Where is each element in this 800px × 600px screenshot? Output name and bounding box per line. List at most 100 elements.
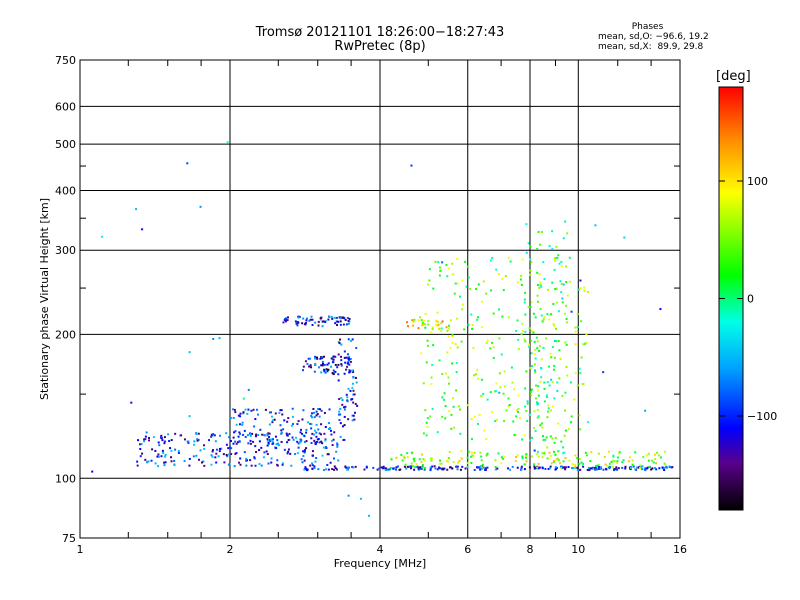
- data-point: [503, 385, 506, 388]
- data-point: [156, 455, 159, 458]
- data-point: [285, 432, 288, 435]
- data-point: [645, 454, 648, 457]
- data-point: [565, 265, 568, 268]
- data-point: [308, 365, 311, 368]
- data-point: [305, 428, 308, 431]
- data-point: [422, 432, 425, 435]
- data-point: [547, 288, 550, 291]
- data-point: [327, 368, 330, 371]
- data-point: [554, 436, 557, 439]
- data-point: [241, 421, 244, 424]
- data-point: [460, 340, 463, 343]
- data-point: [297, 420, 300, 423]
- data-point: [453, 292, 456, 295]
- data-point: [336, 324, 339, 327]
- y-axis-label: Stationary phase Virtual Height [km]: [38, 198, 51, 400]
- data-point: [347, 494, 350, 497]
- data-point: [433, 465, 436, 468]
- data-point: [274, 446, 277, 449]
- data-point: [551, 281, 554, 284]
- data-point: [415, 463, 418, 466]
- data-point: [537, 455, 540, 458]
- data-point: [365, 466, 368, 469]
- data-point: [451, 341, 454, 344]
- data-point: [569, 381, 572, 384]
- data-point: [309, 318, 312, 321]
- data-point: [564, 341, 567, 344]
- data-point: [389, 466, 392, 469]
- data-point: [585, 333, 588, 336]
- data-point: [213, 434, 216, 437]
- data-point: [282, 321, 285, 324]
- data-point: [492, 356, 495, 359]
- data-point: [419, 466, 422, 469]
- data-point: [352, 414, 355, 417]
- data-point: [523, 338, 526, 341]
- data-point: [390, 458, 393, 461]
- data-point: [435, 323, 438, 326]
- data-point: [352, 389, 355, 392]
- data-point: [288, 432, 291, 435]
- data-point: [363, 468, 366, 471]
- data-point: [264, 434, 267, 437]
- data-point: [477, 422, 480, 425]
- data-point: [440, 322, 443, 325]
- data-point: [135, 208, 138, 211]
- data-point: [494, 390, 497, 393]
- data-point: [560, 260, 563, 263]
- data-point: [437, 466, 440, 469]
- data-point: [348, 363, 351, 366]
- data-point: [523, 434, 526, 437]
- data-point: [160, 434, 163, 437]
- data-point: [650, 468, 653, 471]
- data-point: [143, 438, 146, 441]
- data-point: [430, 457, 433, 460]
- data-point: [456, 468, 459, 471]
- data-point: [271, 421, 274, 424]
- data-point: [456, 317, 459, 320]
- data-point: [555, 467, 558, 470]
- data-point: [585, 341, 588, 344]
- data-point: [411, 451, 414, 454]
- data-point: [438, 266, 441, 269]
- data-point: [500, 353, 503, 356]
- data-point: [542, 435, 545, 438]
- data-point: [513, 388, 516, 391]
- data-point: [429, 466, 432, 469]
- data-point: [353, 418, 356, 421]
- data-point: [526, 419, 529, 422]
- data-point: [245, 457, 248, 460]
- data-point: [355, 346, 358, 349]
- data-point: [551, 346, 554, 349]
- data-point: [420, 460, 423, 463]
- data-point: [215, 461, 218, 464]
- data-point: [664, 463, 667, 466]
- data-point: [521, 258, 524, 261]
- data-point: [331, 468, 334, 471]
- data-point: [160, 437, 163, 440]
- data-point: [548, 365, 551, 368]
- data-point: [668, 465, 671, 468]
- data-point: [477, 377, 480, 380]
- data-point: [354, 376, 357, 379]
- data-point: [644, 467, 647, 470]
- x-tick-label: 16: [673, 543, 687, 556]
- data-point: [564, 466, 567, 469]
- data-point: [562, 237, 565, 240]
- data-point: [533, 467, 536, 470]
- data-point: [470, 462, 473, 465]
- data-point: [323, 368, 326, 371]
- data-point: [198, 458, 201, 461]
- data-point: [567, 465, 570, 468]
- data-point: [324, 369, 327, 372]
- data-point: [406, 452, 409, 455]
- data-point: [424, 459, 427, 462]
- data-point: [233, 408, 236, 411]
- data-point: [552, 323, 555, 326]
- data-point: [586, 290, 589, 293]
- data-point: [425, 361, 428, 364]
- data-point: [338, 342, 341, 345]
- data-point: [268, 432, 271, 435]
- data-point: [287, 439, 290, 442]
- data-point: [170, 456, 173, 459]
